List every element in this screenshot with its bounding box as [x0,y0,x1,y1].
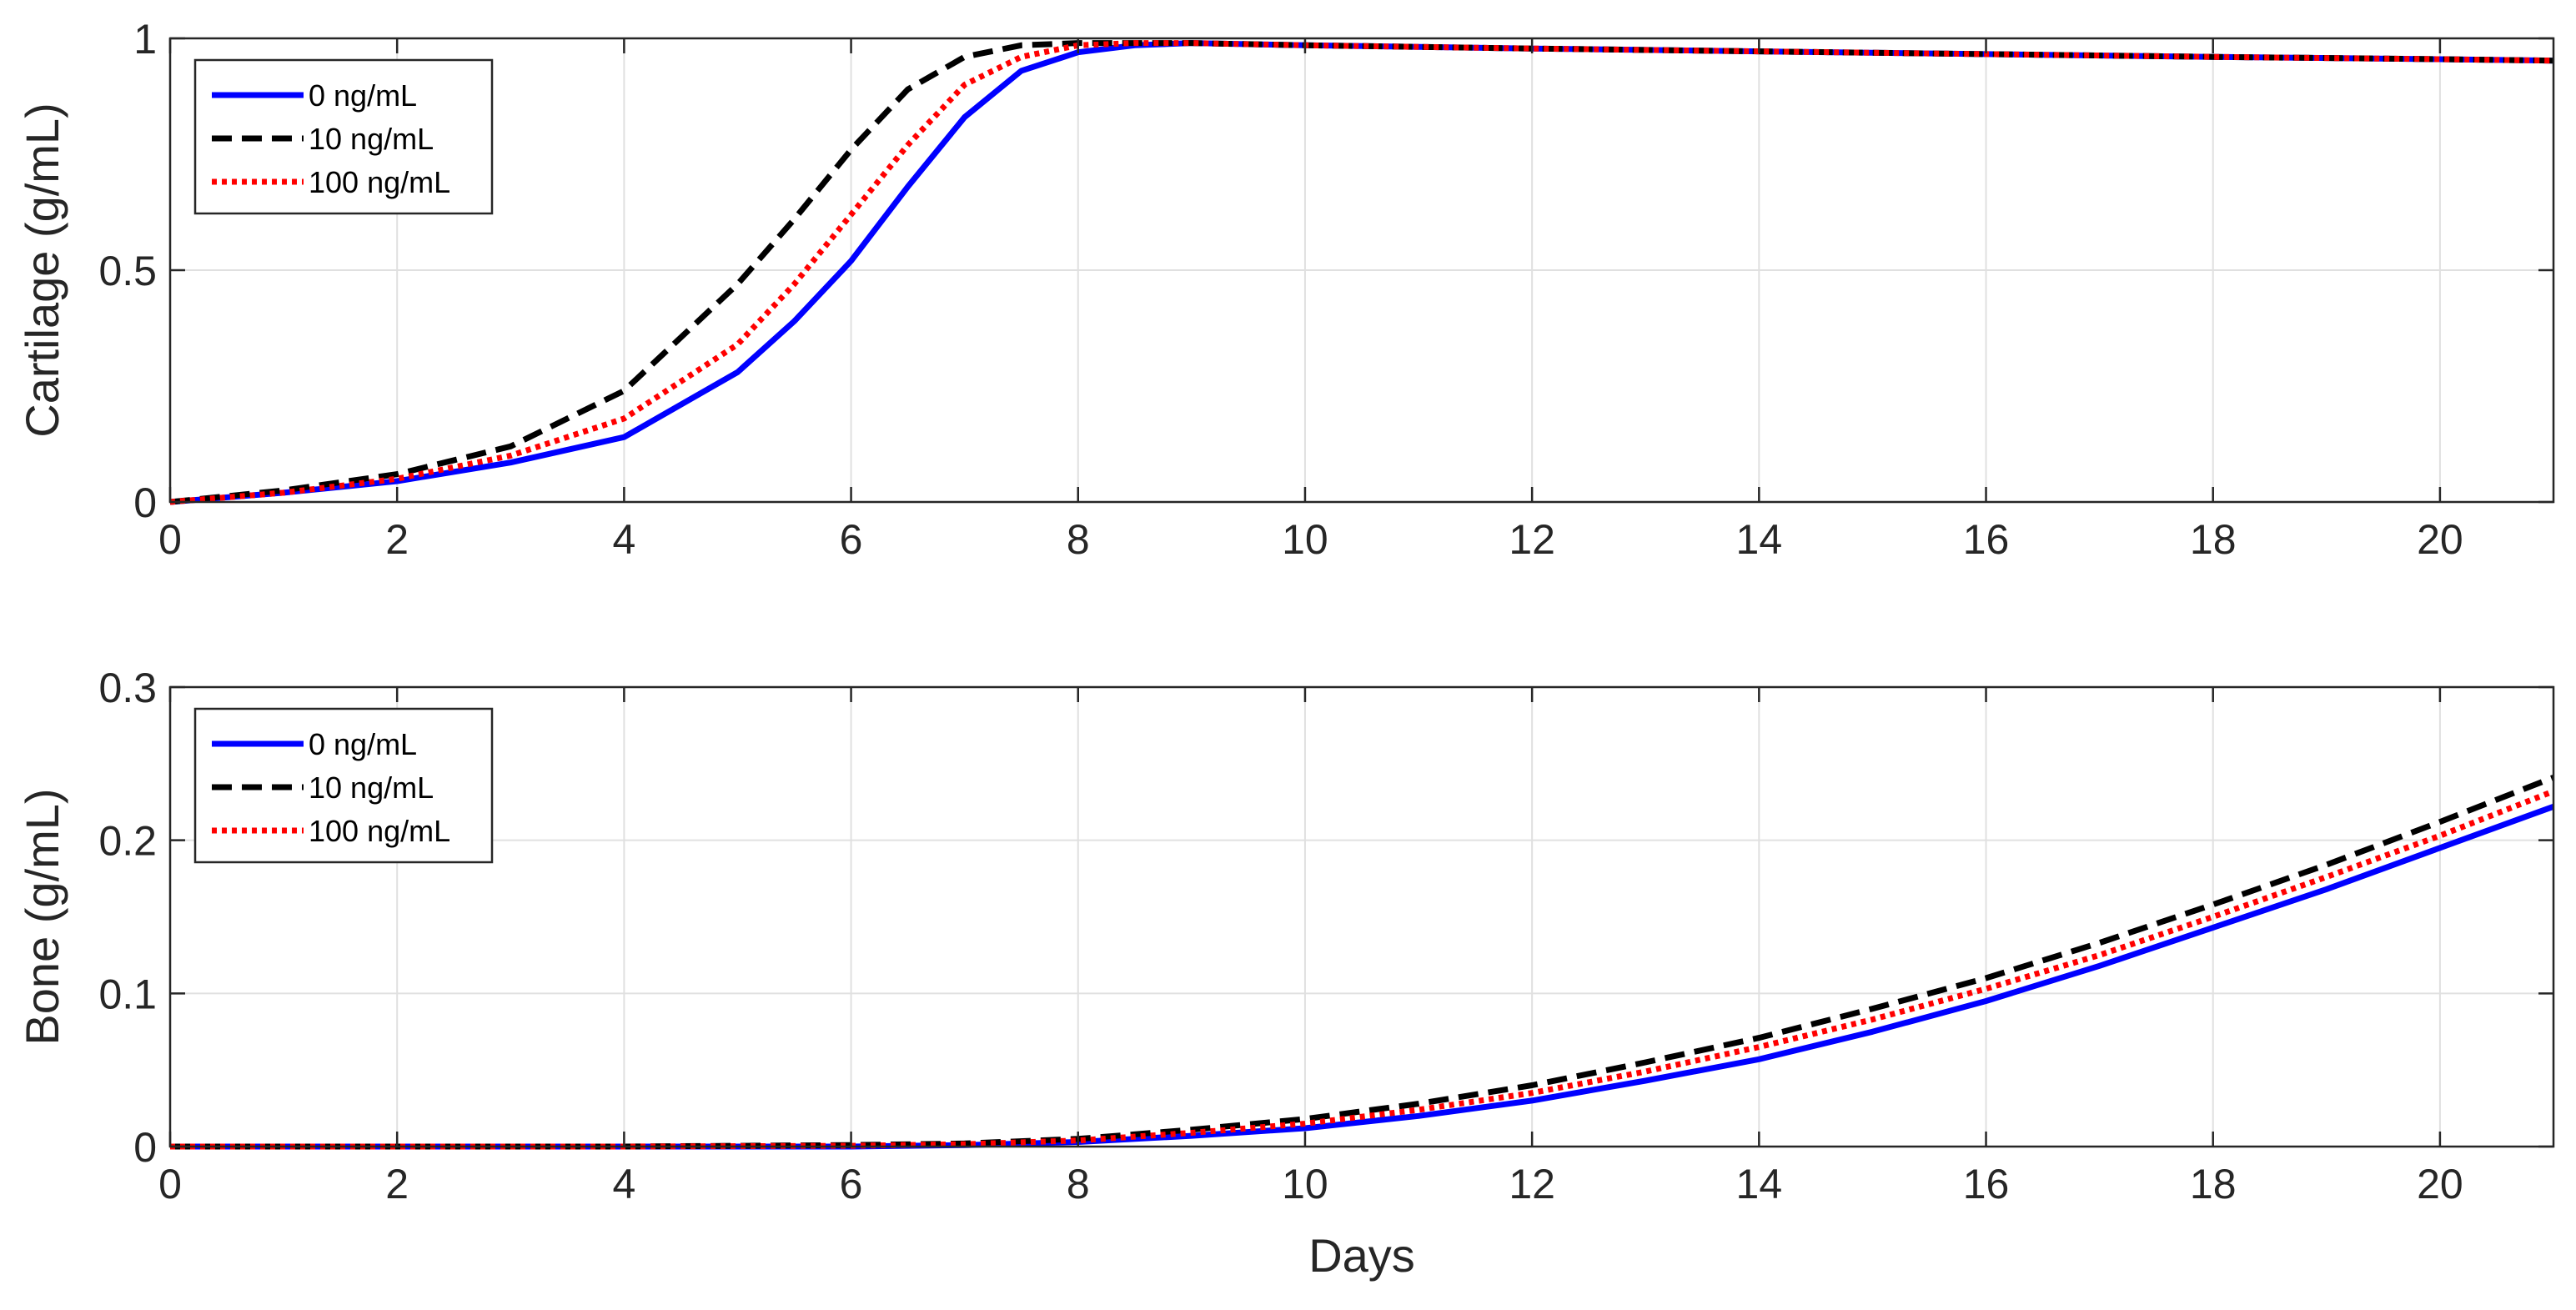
y-tick-label: 0.1 [98,971,157,1017]
x-tick-label: 14 [1736,1161,1783,1207]
y-tick-label: 0 [133,1124,157,1171]
subplot-1: 0 2 4 6 8 10 12 14 16 18 20 0 0.5 1 Cartilage (g/mL) 0 … [16,16,2555,563]
x-tick-label: 0 [158,516,182,563]
x-tick-label: 10 [1282,516,1328,563]
series-line-1 [170,804,2555,1150]
x-tick-label: 8 [1067,516,1090,563]
x-tick-label: 10 [1282,1161,1328,1207]
x-tick-label: 6 [840,516,863,563]
x-tick-label: 18 [2190,516,2237,563]
x-tick-label: 0 [158,1161,182,1207]
series-line-2 [170,775,2555,1150]
x-tick-label: 18 [2190,1161,2237,1207]
series-line-3 [170,788,2555,1150]
legend-label: 10 ng/mL [309,770,434,805]
legend: 0 ng/mL 10 ng/mL 100 ng/mL [193,707,494,864]
legend-label: 100 ng/mL [309,165,450,199]
axes-box [168,685,2555,1148]
subplot-2: 0 2 4 6 8 10 12 14 16 18 20 0 0.1 0.2 0.3 Bone (g/mL) Da… [16,665,2555,1282]
y-tick-label: 0.3 [98,665,157,711]
x-axis-label: Days [1308,1229,1415,1282]
y-tick-label: 1 [133,16,157,63]
y-axis-label: Bone (g/mL) [16,788,68,1045]
legend-label: 10 ng/mL [309,122,434,156]
x-tick-label: 16 [1963,1161,2010,1207]
x-tick-label: 14 [1736,516,1783,563]
y-axis-label: Cartilage (g/mL) [16,103,68,437]
x-tick-label: 8 [1067,1161,1090,1207]
series-line-3 [169,40,2554,505]
series-line-1 [169,40,2554,505]
x-tick-label: 4 [612,1161,635,1207]
x-tick-label: 6 [840,1161,863,1207]
legend-label: 0 ng/mL [309,78,417,113]
series-line-2 [169,40,2554,505]
y-tick-label: 0.5 [98,248,157,294]
legend-label: 0 ng/mL [309,727,417,761]
x-tick-label: 4 [612,516,635,563]
x-tick-label: 12 [1509,516,1555,563]
x-tick-label: 16 [1963,516,2010,563]
x-tick-label: 20 [2417,516,2463,563]
x-tick-label: 20 [2417,1161,2463,1207]
y-tick-label: 0.2 [98,818,157,865]
legend-label: 100 ng/mL [309,814,450,848]
x-tick-label: 2 [385,516,409,563]
x-tick-label: 12 [1509,1161,1555,1207]
legend: 0 ng/mL 10 ng/mL 100 ng/mL [193,58,494,215]
x-tick-label: 2 [385,1161,409,1207]
y-tick-label: 0 [133,479,157,526]
